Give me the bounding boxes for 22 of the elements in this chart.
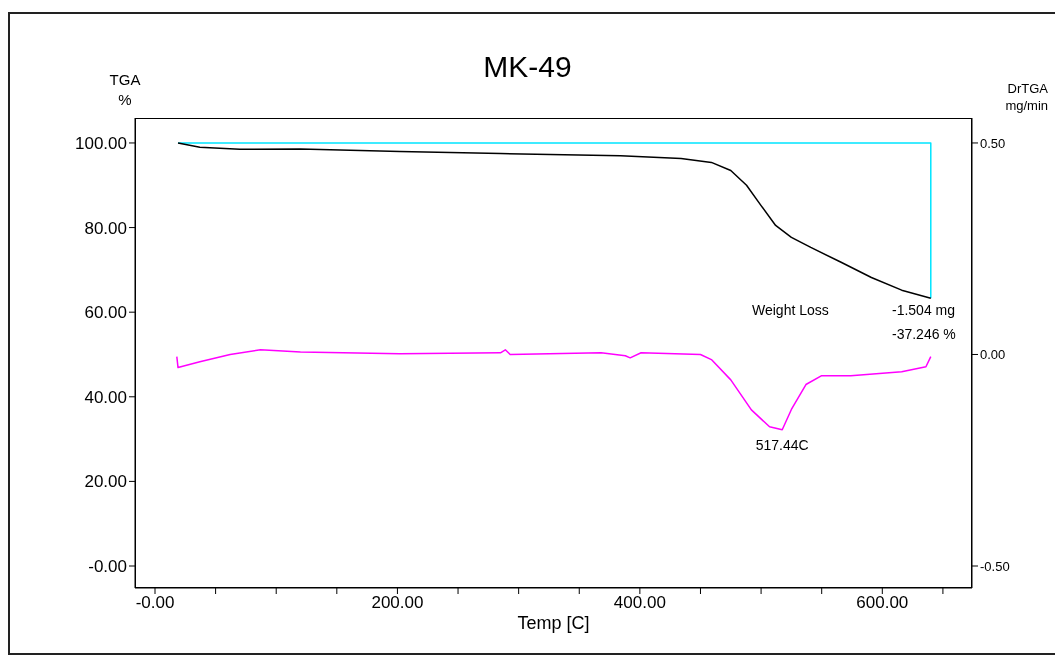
x-tick-label: 400.00 [613, 593, 666, 613]
annotation: Weight Loss [752, 302, 829, 318]
y-axis-title: TGA % [108, 70, 142, 110]
y-tick-label: 100.00 [75, 133, 127, 153]
y2-axis-title: DrTGA mg/min [1004, 80, 1048, 114]
x-axis-title: Temp [C] [517, 612, 590, 633]
annotation: -37.246 % [892, 326, 956, 342]
x-tick-label: 200.00 [371, 593, 424, 613]
y-tick-label: 20.00 [84, 472, 127, 492]
y2-tick-label: 0.50 [980, 135, 1006, 151]
y2-tick-label: -0.50 [980, 558, 1010, 574]
x-tick-label: 600.00 [856, 593, 909, 613]
x-tick-label: -0.00 [135, 593, 175, 613]
y-tick-label: -0.00 [88, 557, 127, 577]
y-tick-label: 60.00 [84, 303, 127, 323]
annotation: 517.44C [755, 436, 809, 453]
line-series [176, 349, 932, 431]
chart-title: MK-49 [483, 50, 572, 83]
y2-tick-label: 0.00 [980, 347, 1006, 363]
annotation: -1.504 mg [892, 302, 956, 318]
y-tick-label: 40.00 [84, 387, 127, 407]
y-tick-label: 80.00 [84, 218, 127, 238]
